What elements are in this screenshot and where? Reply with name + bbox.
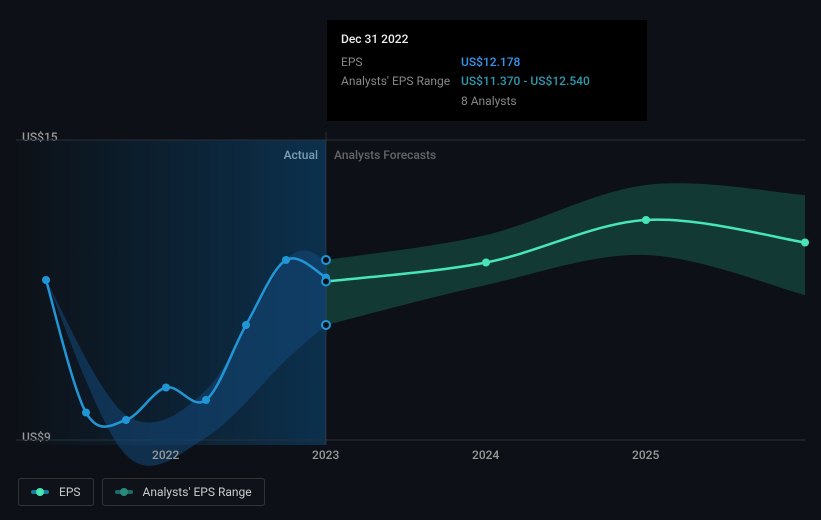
legend-swatch xyxy=(31,490,49,494)
legend-label: Analysts' EPS Range xyxy=(143,485,252,499)
chart-svg xyxy=(16,120,805,480)
legend-dot xyxy=(120,488,128,496)
x-axis-label: 2023 xyxy=(312,448,339,462)
legend-label: EPS xyxy=(59,485,81,499)
chart-tooltip: Dec 31 2022 EPSUS$12.178Analysts' EPS Ra… xyxy=(327,20,647,121)
tooltip-row-label xyxy=(341,92,461,111)
legend-item-range[interactable]: Analysts' EPS Range xyxy=(102,478,265,506)
legend: EPS Analysts' EPS Range xyxy=(18,478,265,506)
x-axis-label: 2025 xyxy=(632,448,659,462)
tooltip-row-value: US$11.370 - US$12.540 xyxy=(461,72,590,91)
x-axis-label: 2024 xyxy=(472,448,499,462)
chart-container: Dec 31 2022 EPSUS$12.178Analysts' EPS Ra… xyxy=(0,0,821,520)
tooltip-row: EPSUS$12.178 xyxy=(341,53,633,72)
plot-area[interactable] xyxy=(16,120,805,480)
tooltip-row-label: EPS xyxy=(341,53,461,72)
tooltip-row-value: US$12.178 xyxy=(461,53,520,72)
tooltip-row-value: 8 Analysts xyxy=(461,92,517,111)
legend-item-eps[interactable]: EPS xyxy=(18,478,94,506)
tooltip-row: 8 Analysts xyxy=(341,92,633,111)
tooltip-row-label: Analysts' EPS Range xyxy=(341,72,461,91)
legend-swatch xyxy=(115,490,133,494)
x-axis-label: 2022 xyxy=(152,448,179,462)
legend-dot xyxy=(36,488,44,496)
tooltip-row: Analysts' EPS RangeUS$11.370 - US$12.540 xyxy=(341,72,633,91)
tooltip-date: Dec 31 2022 xyxy=(341,30,633,49)
